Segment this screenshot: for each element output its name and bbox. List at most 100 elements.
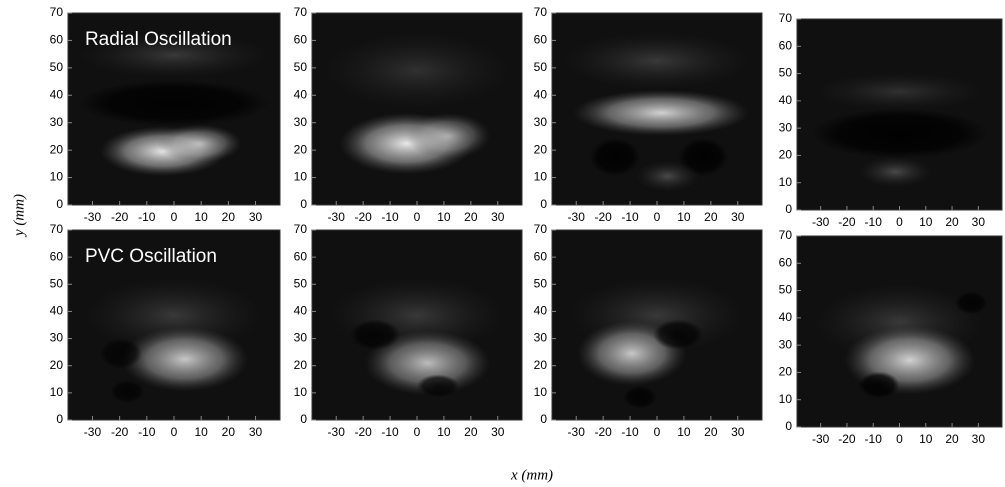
x-tick-label: -20 [594,210,612,224]
y-tick-label: 20 [779,148,793,162]
y-tick-label: 10 [294,385,308,399]
image-blob [811,108,988,159]
image-blob [78,80,270,127]
y-tick-label: 20 [50,358,64,372]
y-tick-label: 40 [50,304,64,318]
image-blob [121,326,249,392]
x-tick-label: -20 [111,210,129,224]
y-tick-label: 50 [779,66,793,80]
image-blob [406,112,491,159]
image-blob [589,137,641,177]
panel-annotation: PVC Oscillation [85,246,217,267]
x-tick-label: 20 [945,215,959,229]
x-tick-label: 0 [171,210,178,224]
image-blob [364,330,491,396]
y-tick-label: 40 [50,87,64,101]
y-tick-label: 30 [534,331,548,345]
x-tick-label: -30 [84,425,102,439]
image-blob [349,319,401,350]
y-tick-label: 0 [785,419,792,433]
y-tick-label: 40 [294,87,308,101]
x-tick-label: 10 [194,425,208,439]
y-axis-label: y (mm) [11,194,27,238]
image-blob [954,291,988,315]
x-tick-label: 10 [194,210,208,224]
y-tick-label: 70 [294,5,308,19]
y-tick-label: 40 [534,87,548,101]
x-tick-label: 20 [704,425,718,439]
x-tick-label: 30 [972,432,986,446]
x-tick-label: 0 [171,425,178,439]
x-tick-label: 10 [919,215,933,229]
y-tick-label: 10 [534,385,548,399]
y-tick-label: 0 [540,412,547,426]
y-tick-label: 30 [50,115,64,129]
image-blob [858,156,933,188]
x-tick-label: -30 [568,425,586,439]
image-blob [78,32,270,79]
y-tick-label: 20 [294,358,308,372]
image-blob [562,32,752,90]
y-tick-label: 10 [50,385,64,399]
y-tick-label: 40 [534,304,548,318]
y-tick-label: 70 [50,222,64,236]
x-tick-label: -20 [111,425,129,439]
x-tick-label: 30 [249,425,263,439]
x-tick-label: 0 [414,425,421,439]
x-tick-label: -20 [354,425,372,439]
y-tick-label: 70 [294,222,308,236]
image-blob [417,374,459,398]
x-tick-label: -10 [621,425,639,439]
x-tick-label: -30 [84,210,102,224]
y-tick-label: 0 [56,197,63,211]
x-tick-label: 20 [945,432,959,446]
y-tick-label: 40 [779,93,793,107]
y-tick-label: 70 [50,5,64,19]
image-blob [636,160,699,192]
y-tick-label: 70 [534,222,548,236]
y-tick-label: 20 [779,365,793,379]
image-blob [573,89,750,136]
y-tick-label: 40 [779,310,793,324]
y-tick-label: 50 [50,276,64,290]
y-tick-label: 30 [779,120,793,134]
x-tick-label: 20 [464,210,478,224]
y-tick-label: 30 [294,331,308,345]
y-tick-label: 20 [534,358,548,372]
x-tick-label: -30 [812,215,830,229]
x-tick-label: 0 [414,210,421,224]
x-tick-label: 30 [731,425,745,439]
y-tick-label: 50 [294,276,308,290]
y-tick-label: 0 [785,202,792,216]
x-tick-label: -30 [328,425,346,439]
image-blob [652,319,704,350]
x-tick-label: -10 [381,425,399,439]
y-tick-label: 20 [534,142,548,156]
y-tick-label: 60 [294,33,308,47]
y-tick-label: 10 [779,392,793,406]
image-blob [157,124,242,163]
x-tick-label: 0 [654,425,661,439]
x-tick-label: 20 [464,425,478,439]
image-blob [813,72,986,111]
x-tick-label: 10 [437,210,451,224]
x-tick-label: -10 [381,210,399,224]
y-tick-label: 0 [300,197,307,211]
image-blob [110,380,145,403]
x-tick-label: 30 [491,210,505,224]
y-tick-label: 10 [534,170,548,184]
y-tick-label: 20 [294,142,308,156]
x-tick-label: 10 [677,425,691,439]
x-axis-label: x (mm) [510,467,553,483]
x-tick-label: -10 [138,425,156,439]
x-tick-label: 0 [896,215,903,229]
image-blob [858,371,900,399]
x-tick-label: 30 [491,425,505,439]
x-tick-label: 10 [919,432,933,446]
y-tick-label: 50 [534,60,548,74]
x-tick-label: -20 [838,432,856,446]
y-tick-label: 70 [534,5,548,19]
image-blob [623,385,657,409]
y-tick-label: 0 [56,412,63,426]
x-tick-label: -30 [568,210,586,224]
